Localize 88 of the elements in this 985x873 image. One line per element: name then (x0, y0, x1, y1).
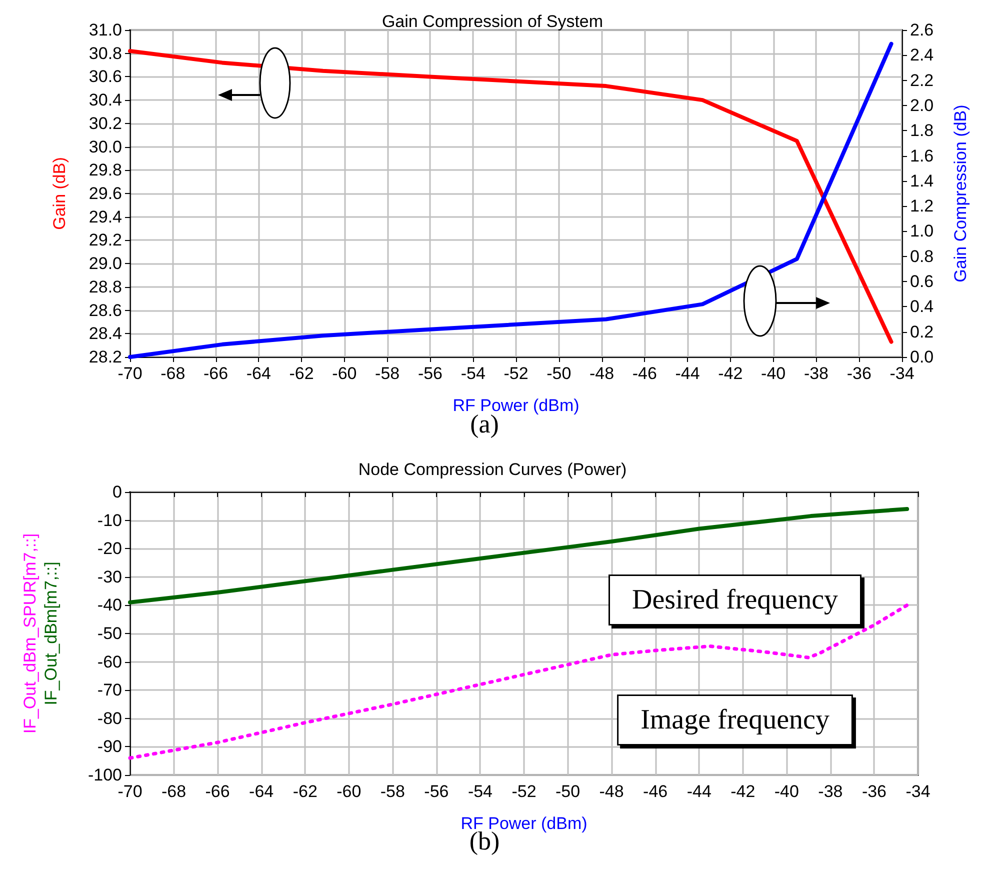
x-tick-label: -50 (555, 782, 580, 801)
y-tick-label: 30.0 (88, 137, 122, 156)
y2-tick-label: 1.6 (910, 146, 934, 166)
x-tick-label: -56 (424, 782, 449, 801)
x-tick-label: -36 (862, 782, 887, 801)
x-tick-label: -54 (460, 364, 486, 383)
chart-title: Gain Compression of System (382, 12, 604, 31)
y-tick-label: 29.8 (88, 160, 122, 180)
y-tick-label: -100 (88, 766, 122, 784)
y-axis-title: Gain (dB) (50, 157, 69, 230)
y-tick-label: 30.8 (88, 44, 122, 63)
y-tick-label: 30.2 (88, 114, 122, 133)
x-tick-label: -40 (761, 364, 786, 383)
y2-tick-label: 1.0 (910, 222, 934, 241)
y-tick-label: 31.0 (88, 20, 122, 40)
text: IF_Out_dBm_SPUR[m7,::] (20, 533, 40, 734)
annotation: Image frequency (640, 704, 830, 736)
x-tick-label: -68 (160, 364, 186, 383)
x-tick-label: -48 (589, 364, 614, 383)
x-tick-label: -62 (292, 782, 318, 801)
y2-tick-label: 0.8 (910, 246, 934, 266)
annotation: Desired frequency (632, 584, 838, 616)
x-tick-label: -48 (599, 782, 624, 801)
x-axis-title: RF Power (dBm) (460, 814, 588, 833)
x-tick-label: -58 (380, 782, 405, 801)
x-tick-label: -52 (504, 364, 528, 383)
x-tick-label: -68 (161, 782, 186, 801)
y2-tick-label: 1.2 (910, 196, 934, 216)
x-tick-label: -38 (818, 782, 843, 801)
x-tick-label: -38 (804, 364, 829, 383)
x-tick-label: -34 (906, 782, 930, 801)
y-tick-label: -50 (97, 624, 122, 643)
y-tick-label: 0 (112, 482, 122, 502)
y2-tick-label: 1.4 (910, 171, 934, 190)
y2-tick-label: 2.6 (910, 20, 934, 40)
y-tick-label: -70 (97, 680, 122, 700)
x-tick-label: -44 (686, 782, 712, 801)
y-tick-label: -80 (97, 708, 122, 728)
text: IF_Out_dBm[m7,::] (42, 562, 60, 706)
x-tick-label: -34 (890, 364, 914, 383)
x-tick-label: -44 (675, 364, 700, 383)
x-tick-label: -54 (468, 782, 493, 801)
x-tick-label: -40 (774, 782, 799, 801)
y-tick-label: -40 (97, 596, 122, 615)
x-tick-label: -52 (512, 782, 536, 801)
x-tick-label: -46 (632, 364, 657, 383)
x-tick-label: -64 (246, 364, 271, 383)
y2-tick-label: 0.2 (910, 322, 934, 342)
y2-axis-title: Gain Compression (dB) (951, 104, 970, 282)
x-tick-label: -42 (718, 364, 743, 383)
x-tick-label: -58 (375, 364, 400, 383)
x-axis-title: RF Power (dBm) (452, 396, 580, 415)
y-tick-label: -60 (97, 652, 122, 672)
x-tick-label: -56 (418, 364, 443, 383)
y-tick-label: 28.2 (88, 348, 122, 366)
x-tick-label: -50 (546, 364, 572, 383)
x-tick-label: -60 (332, 364, 357, 383)
y-tick-label: 28.8 (88, 277, 122, 296)
x-tick-label: -70 (118, 364, 142, 383)
x-tick-label: -36 (846, 364, 872, 383)
y-tick-label: -10 (97, 510, 122, 530)
y2-tick-label: 1.8 (910, 121, 934, 140)
y2-tick-label: 0.6 (910, 272, 934, 292)
y-tick-label: 29.0 (88, 254, 122, 274)
y-tick-label: 30.6 (88, 67, 122, 86)
x-tick-label: -70 (118, 782, 142, 801)
y-tick-label: 28.6 (88, 300, 122, 320)
x-tick-label: -66 (205, 782, 230, 801)
y-tick-label: 29.6 (88, 184, 122, 203)
x-tick-label: -66 (203, 364, 228, 383)
x-tick-label: -60 (336, 782, 362, 801)
y-tick-label: 29.4 (88, 207, 122, 226)
y-tick-label: -20 (97, 539, 122, 558)
y2-tick-label: 2.4 (910, 46, 934, 65)
chart-title: Node Compression Curves (Power) (358, 460, 627, 479)
x-tick-label: -64 (249, 782, 274, 801)
y2-tick-label: 2.0 (910, 96, 934, 115)
y2-tick-label: 0.0 (910, 348, 934, 366)
y2-tick-label: 2.2 (910, 70, 934, 90)
y-tick-label: 30.4 (88, 90, 122, 110)
y2-tick-label: 0.4 (910, 297, 934, 316)
x-tick-label: -46 (643, 782, 668, 801)
y-tick-label: 29.2 (88, 230, 122, 250)
y-tick-label: 28.4 (88, 324, 122, 344)
y-tick-label: -30 (97, 567, 122, 586)
x-tick-label: -42 (730, 782, 756, 801)
x-tick-label: -62 (289, 364, 314, 383)
y-tick-label: -90 (97, 737, 122, 756)
